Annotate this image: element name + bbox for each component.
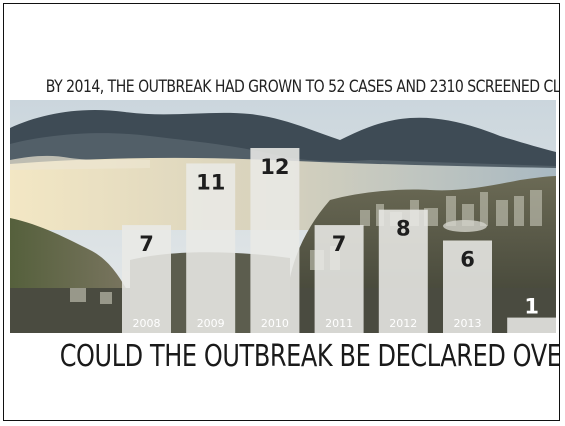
value-label-2010: 12 [260,155,289,179]
value-label-2013: 6 [460,248,475,272]
bar-item-7 [507,317,556,333]
value-label-2008: 7 [139,232,154,256]
bar-2012 [378,209,428,333]
category-label-2012: 2012 [389,317,417,330]
bars-group [122,148,556,333]
bar-2009 [186,163,236,333]
category-label-2008: 2008 [133,317,161,330]
slide: BY 2014, THE OUTBREAK HAD GROWN TO 52 CA… [3,3,560,421]
bar-2008 [122,225,171,333]
category-label-2013: 2013 [454,317,482,330]
category-label-2011: 2011 [325,317,353,330]
category-labels-group: 2008 2009 2010 2011 2012 2013 [133,317,482,330]
slide-headline: BY 2014, THE OUTBREAK HAD GROWN TO 52 CA… [45,77,560,96]
bar-2011 [314,225,364,333]
chart-canvas: 7 11 12 7 8 6 1 2008 2009 2010 2011 2012 2013 [10,100,556,333]
category-label-2009: 2009 [197,317,225,330]
value-labels-group: 7 11 12 7 8 6 1 [139,155,539,319]
value-label-2012: 8 [396,217,411,241]
category-label-2010: 2010 [261,317,289,330]
slide-question: COULD THE OUTBREAK BE DECLARED OVER? [59,339,560,374]
bar-2010 [250,148,300,333]
value-label-2011: 7 [332,232,347,256]
value-label-2009: 11 [196,170,225,194]
bar-2013 [443,240,492,333]
value-label-item-7: 1 [524,295,539,319]
